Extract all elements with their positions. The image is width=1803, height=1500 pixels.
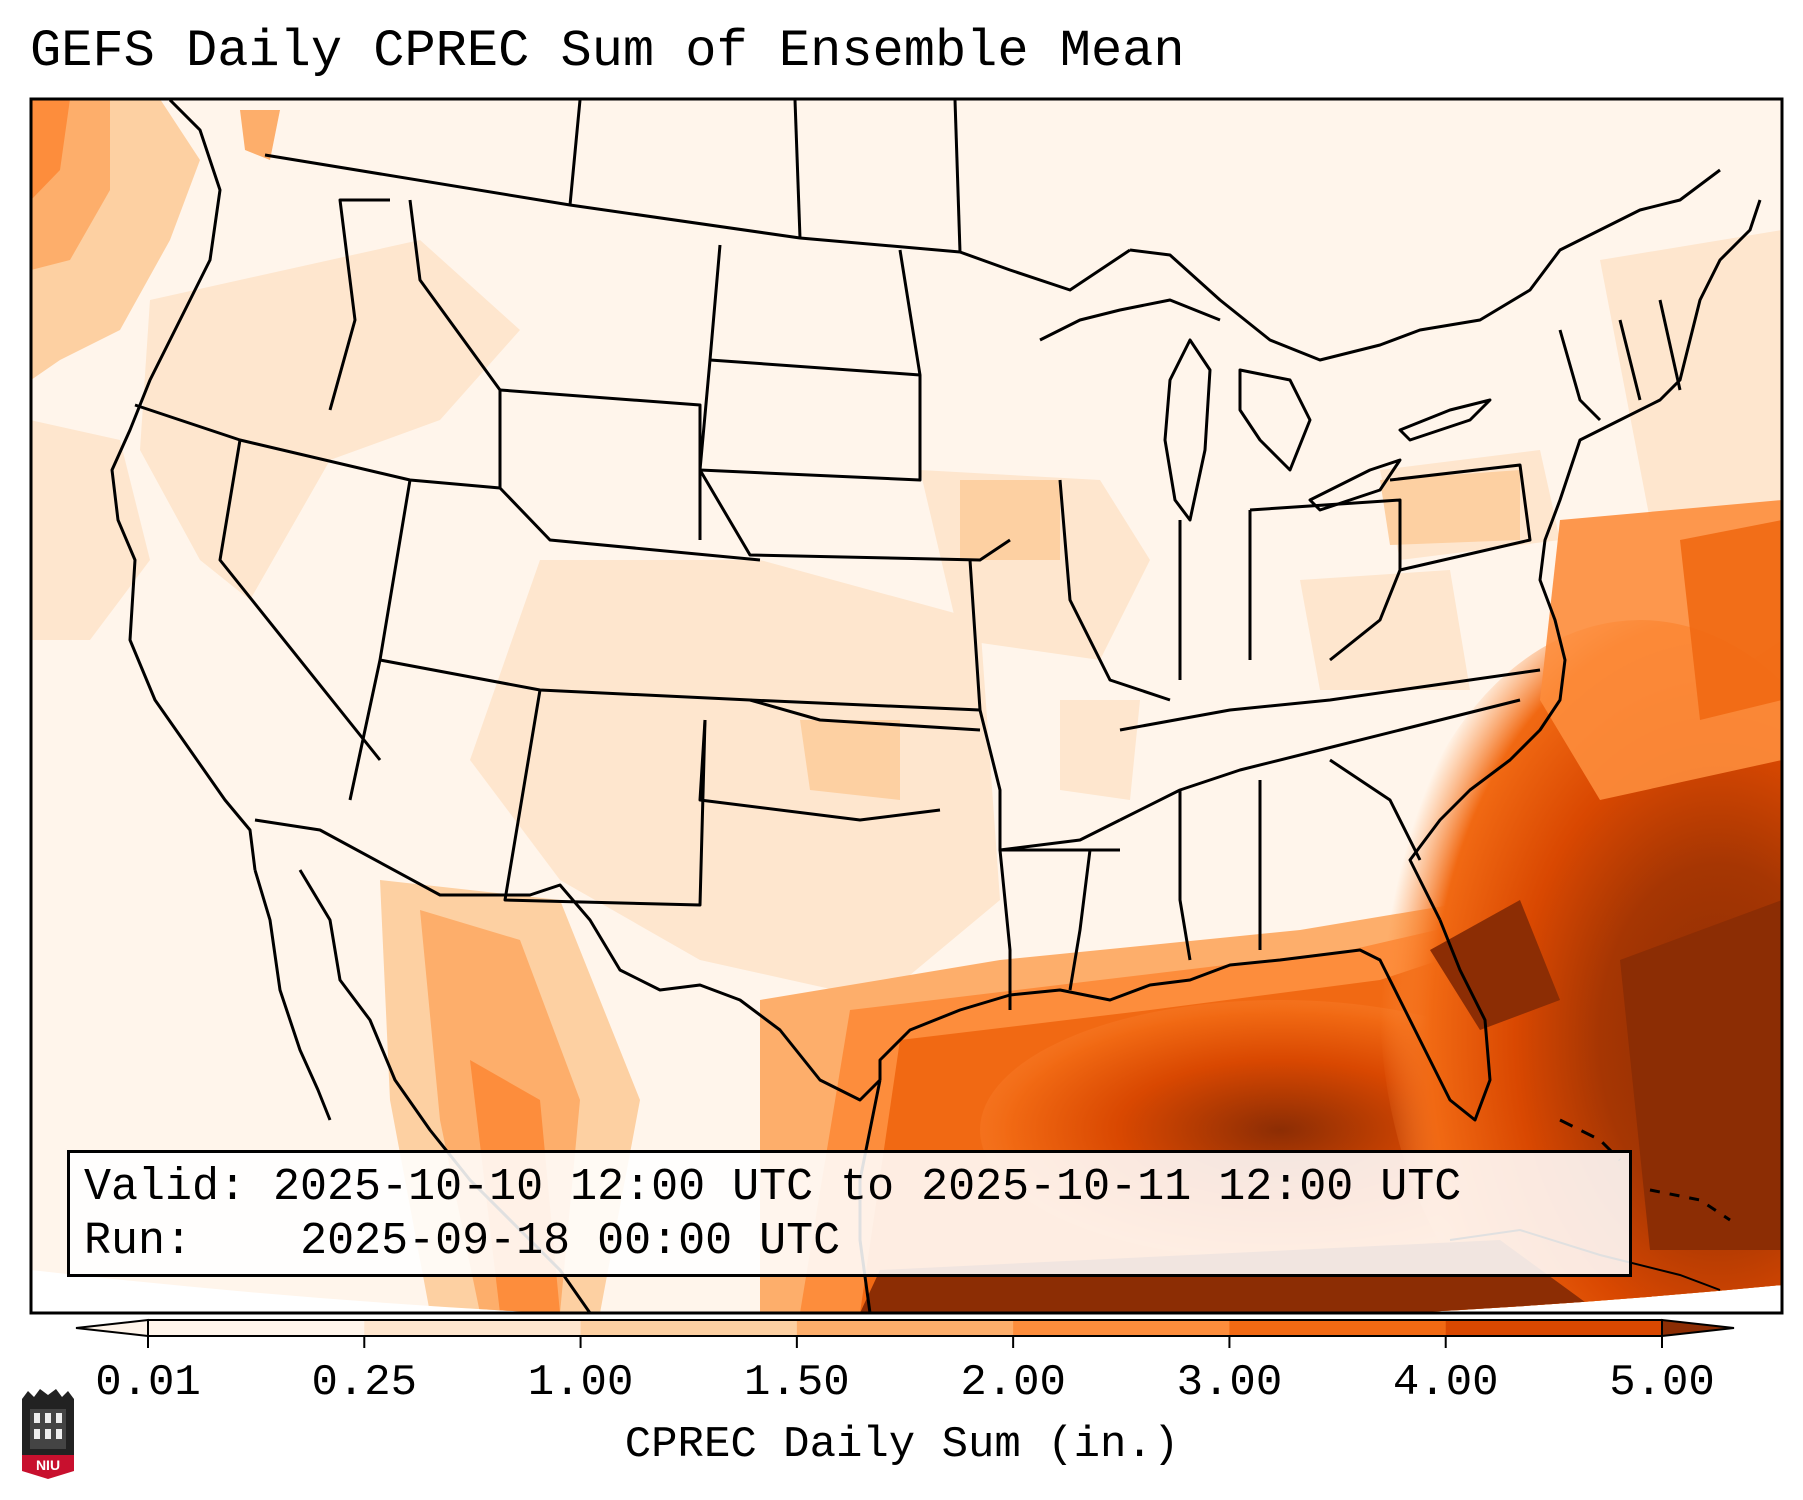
- run-label: Run:: [84, 1216, 193, 1267]
- chart-title: GEFS Daily CPREC Sum of Ensemble Mean: [30, 22, 1185, 81]
- atlantic-coast: [1408, 199, 1762, 921]
- valid-value: 2025-10-10 12:00 UTC to 2025-10-11 12:00…: [273, 1162, 1462, 1213]
- us-mexico-border: [254, 818, 882, 1102]
- colorbar-label: CPREC Daily Sum (in.): [624, 1420, 1180, 1470]
- lake-michigan: [1163, 338, 1212, 522]
- gulf-coast: [878, 919, 1492, 1122]
- map-frame: [29, 97, 1784, 1315]
- lake-superior: [1039, 298, 1221, 342]
- colorbar-bin: [1445, 1320, 1663, 1336]
- colorbar-tick-label: 3.00: [1176, 1358, 1283, 1408]
- colorbar: [75, 1318, 1735, 1348]
- colorbar-outline: [147, 1319, 1663, 1337]
- lake-ontario: [1398, 398, 1492, 442]
- lake-erie: [1308, 458, 1402, 512]
- valid-label: Valid:: [84, 1162, 247, 1213]
- colorbar-extend-max: [1661, 1318, 1735, 1338]
- colorbar-tick-label: 2.00: [960, 1358, 1066, 1408]
- colorbar-extend-min: [75, 1318, 149, 1338]
- run-value: 2025-09-18 00:00 UTC: [300, 1216, 841, 1267]
- lake-huron: [1238, 368, 1312, 472]
- run-line: Run: 2025-09-18 00:00 UTC: [84, 1215, 1615, 1269]
- us-west-coast: [110, 99, 257, 871]
- colorbar-bin: [1229, 1320, 1447, 1336]
- colorbar-tick-label: 0.25: [311, 1358, 418, 1408]
- colorbar-tick-label: 1.50: [744, 1358, 850, 1408]
- colorbar-tick-label: 1.00: [527, 1358, 634, 1408]
- map-boundaries: [110, 99, 1762, 1313]
- colorbar-bin: [796, 1320, 1014, 1336]
- niu-logo: NIU: [22, 1389, 74, 1479]
- logo-text: NIU: [36, 1457, 60, 1473]
- colorbar-bin: [148, 1320, 365, 1336]
- colorbar-tick-label: 5.00: [1609, 1358, 1715, 1408]
- info-box: Valid: 2025-10-10 12:00 UTC to 2025-10-1…: [67, 1150, 1632, 1277]
- colorbar-bin: [364, 1320, 582, 1336]
- colorbar-bin: [1013, 1320, 1230, 1336]
- colorbar-tick-label: 4.00: [1392, 1358, 1499, 1408]
- valid-line: Valid: 2025-10-10 12:00 UTC to 2025-10-1…: [84, 1161, 1615, 1215]
- colorbar-tick-label: 0.01: [95, 1358, 201, 1408]
- colorbar-bin: [580, 1320, 798, 1336]
